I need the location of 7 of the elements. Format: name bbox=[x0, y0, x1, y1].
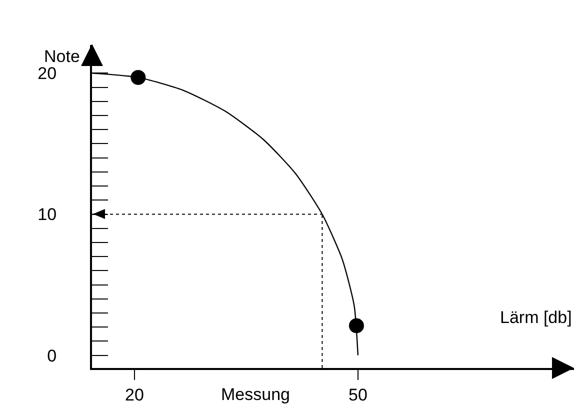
y-tick-label: 10 bbox=[38, 205, 57, 224]
text: Messung bbox=[221, 385, 290, 404]
y-tick-label: 20 bbox=[38, 64, 57, 84]
y-axis-title: Note bbox=[44, 47, 80, 66]
x-axis-title: Lärm [db] bbox=[500, 308, 572, 327]
y-tick-label: 0 bbox=[47, 346, 57, 366]
x-tick-label: 50 bbox=[348, 385, 368, 404]
